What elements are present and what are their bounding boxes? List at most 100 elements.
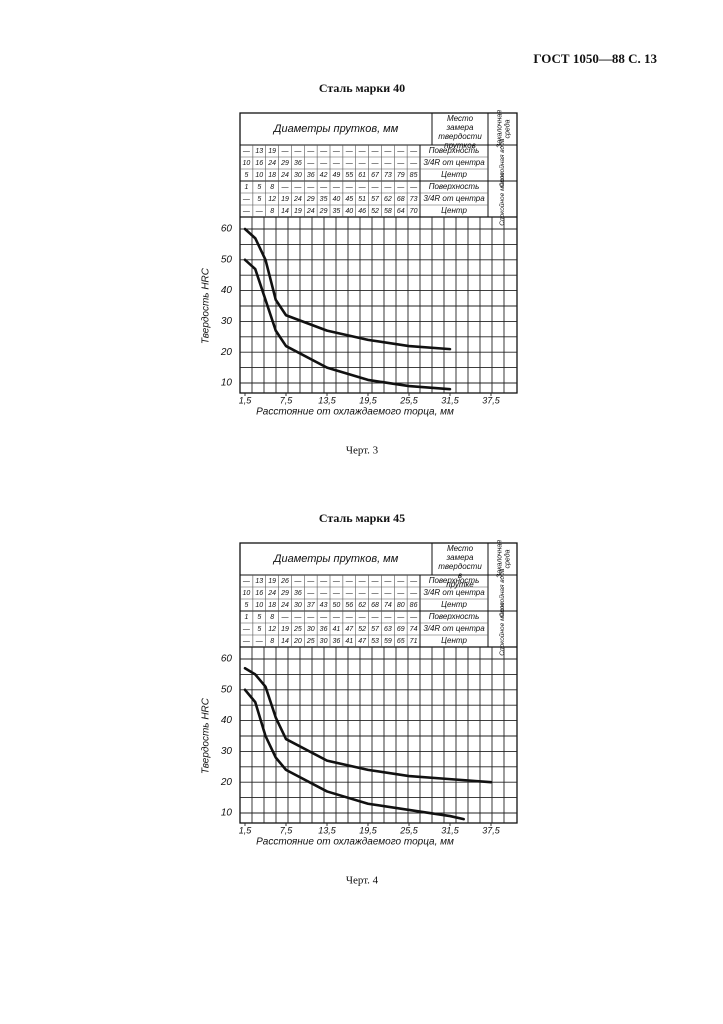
diameter-value: 29 <box>280 590 289 597</box>
diameter-value: 1 <box>244 184 248 191</box>
diameter-value: — <box>332 578 341 585</box>
diameter-value: — <box>371 184 380 191</box>
diameter-value: 63 <box>384 626 392 633</box>
x-tick-label: 1,5 <box>239 395 253 405</box>
x-tick-label: 19,5 <box>359 395 378 405</box>
diameter-value: 13 <box>255 578 263 585</box>
diameter-value: 45 <box>345 196 353 203</box>
diameter-value: — <box>242 148 251 155</box>
chart-title: Сталь марки 45 <box>319 511 405 525</box>
diameter-value: — <box>293 578 302 585</box>
diameter-value: 25 <box>306 638 315 645</box>
diameter-value: 36 <box>294 160 302 167</box>
y-tick-label: 40 <box>221 285 233 296</box>
diameter-value: 24 <box>280 172 289 179</box>
diameter-value: 41 <box>345 638 353 645</box>
diameter-value: 19 <box>268 148 276 155</box>
diameter-value: 24 <box>306 208 315 215</box>
diameter-value: 61 <box>358 172 366 179</box>
diameter-value: — <box>306 148 315 155</box>
diameter-value: 62 <box>384 196 392 203</box>
diameter-value: — <box>281 148 290 155</box>
diameter-value: 55 <box>345 172 353 179</box>
y-axis-title: Твердость HRC <box>201 697 212 774</box>
diameter-value: — <box>345 184 354 191</box>
diameter-value: — <box>319 590 328 597</box>
diameter-value: 58 <box>384 208 392 215</box>
x-tick-label: 31,5 <box>441 825 460 835</box>
diameter-value: 5 <box>244 172 248 179</box>
diameter-value: — <box>371 160 380 167</box>
diameter-value: 57 <box>371 196 380 203</box>
diameter-value: 68 <box>397 196 405 203</box>
diameter-value: — <box>242 196 251 203</box>
diameter-value: 74 <box>384 602 392 609</box>
diameter-value: — <box>371 614 380 621</box>
chart-caption: Черт. 4 <box>346 875 379 887</box>
table-header: Закалочнаясреда <box>496 110 511 148</box>
diameter-value: — <box>409 184 418 191</box>
diameter-value: — <box>345 578 354 585</box>
y-tick-label: 60 <box>221 224 233 235</box>
hardness-curve <box>243 688 465 821</box>
diameter-value: — <box>293 184 302 191</box>
diameter-value: 14 <box>281 208 289 215</box>
diameter-value: — <box>396 160 405 167</box>
diameter-value: 35 <box>333 208 341 215</box>
table-header: Диаметры прутков, мм <box>272 123 399 135</box>
diameter-value: — <box>383 148 392 155</box>
y-tick-label: 20 <box>220 777 233 788</box>
diameter-value: 10 <box>255 602 263 609</box>
diameter-value: — <box>332 184 341 191</box>
diameter-value: 5 <box>257 614 261 621</box>
diameter-value: 24 <box>267 160 276 167</box>
diameter-value: 29 <box>280 160 289 167</box>
x-tick-label: 13,5 <box>318 395 337 405</box>
diameter-value: 13 <box>255 148 263 155</box>
table-header: Место замера твердости прутков <box>438 114 482 150</box>
diameter-value: — <box>383 590 392 597</box>
diameter-value: 36 <box>320 626 328 633</box>
diameter-value: — <box>319 578 328 585</box>
diameter-value: — <box>319 148 328 155</box>
medium-label: Спокойная вода <box>498 568 506 617</box>
location-label: Центр <box>441 636 467 645</box>
diameter-value: — <box>293 614 302 621</box>
diameter-value: — <box>255 638 264 645</box>
location-label: 3/4R от центра <box>423 158 485 167</box>
diameter-value: 57 <box>371 626 380 633</box>
diameter-value: 43 <box>320 602 328 609</box>
diameter-value: 19 <box>268 578 276 585</box>
location-label: 3/4R от центра <box>423 624 485 633</box>
diameter-value: 24 <box>280 602 289 609</box>
diameter-value: 47 <box>345 626 354 633</box>
x-tick-label: 25,5 <box>399 395 419 405</box>
hardness-curve <box>243 258 452 391</box>
diameter-value: — <box>242 208 251 215</box>
x-tick-label: 31,5 <box>441 395 460 405</box>
y-tick-label: 60 <box>221 654 233 665</box>
diameter-value: 40 <box>345 208 353 215</box>
diameter-value: — <box>345 160 354 167</box>
diameter-value: — <box>409 160 418 167</box>
location-label: Поверхность <box>429 576 480 585</box>
diameter-value: 12 <box>268 626 276 633</box>
x-axis-title: Расстояние от охлаждаемого торца, мм <box>256 407 454 418</box>
diameter-value: 52 <box>371 208 379 215</box>
diameter-value: 18 <box>268 602 276 609</box>
table-frame <box>239 112 518 394</box>
diameter-value: 24 <box>267 590 276 597</box>
diameter-value: — <box>319 614 328 621</box>
diameter-value: — <box>306 160 315 167</box>
y-tick-label: 10 <box>221 378 233 389</box>
diameter-value: 71 <box>410 638 418 645</box>
diameter-value: 8 <box>270 184 274 191</box>
diameter-value: 69 <box>397 626 405 633</box>
diameter-value: 52 <box>358 626 366 633</box>
y-tick-label: 30 <box>221 746 233 757</box>
location-label: Поверхность <box>429 182 480 191</box>
diameter-value: 86 <box>410 602 418 609</box>
hardness-curve <box>243 666 493 784</box>
